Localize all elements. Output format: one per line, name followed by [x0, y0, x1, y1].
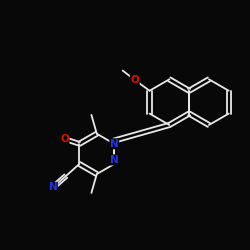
Text: N: N — [110, 139, 118, 149]
Text: N: N — [48, 182, 57, 192]
Text: O: O — [60, 134, 69, 144]
Text: O: O — [130, 75, 139, 85]
Text: N: N — [110, 155, 118, 165]
